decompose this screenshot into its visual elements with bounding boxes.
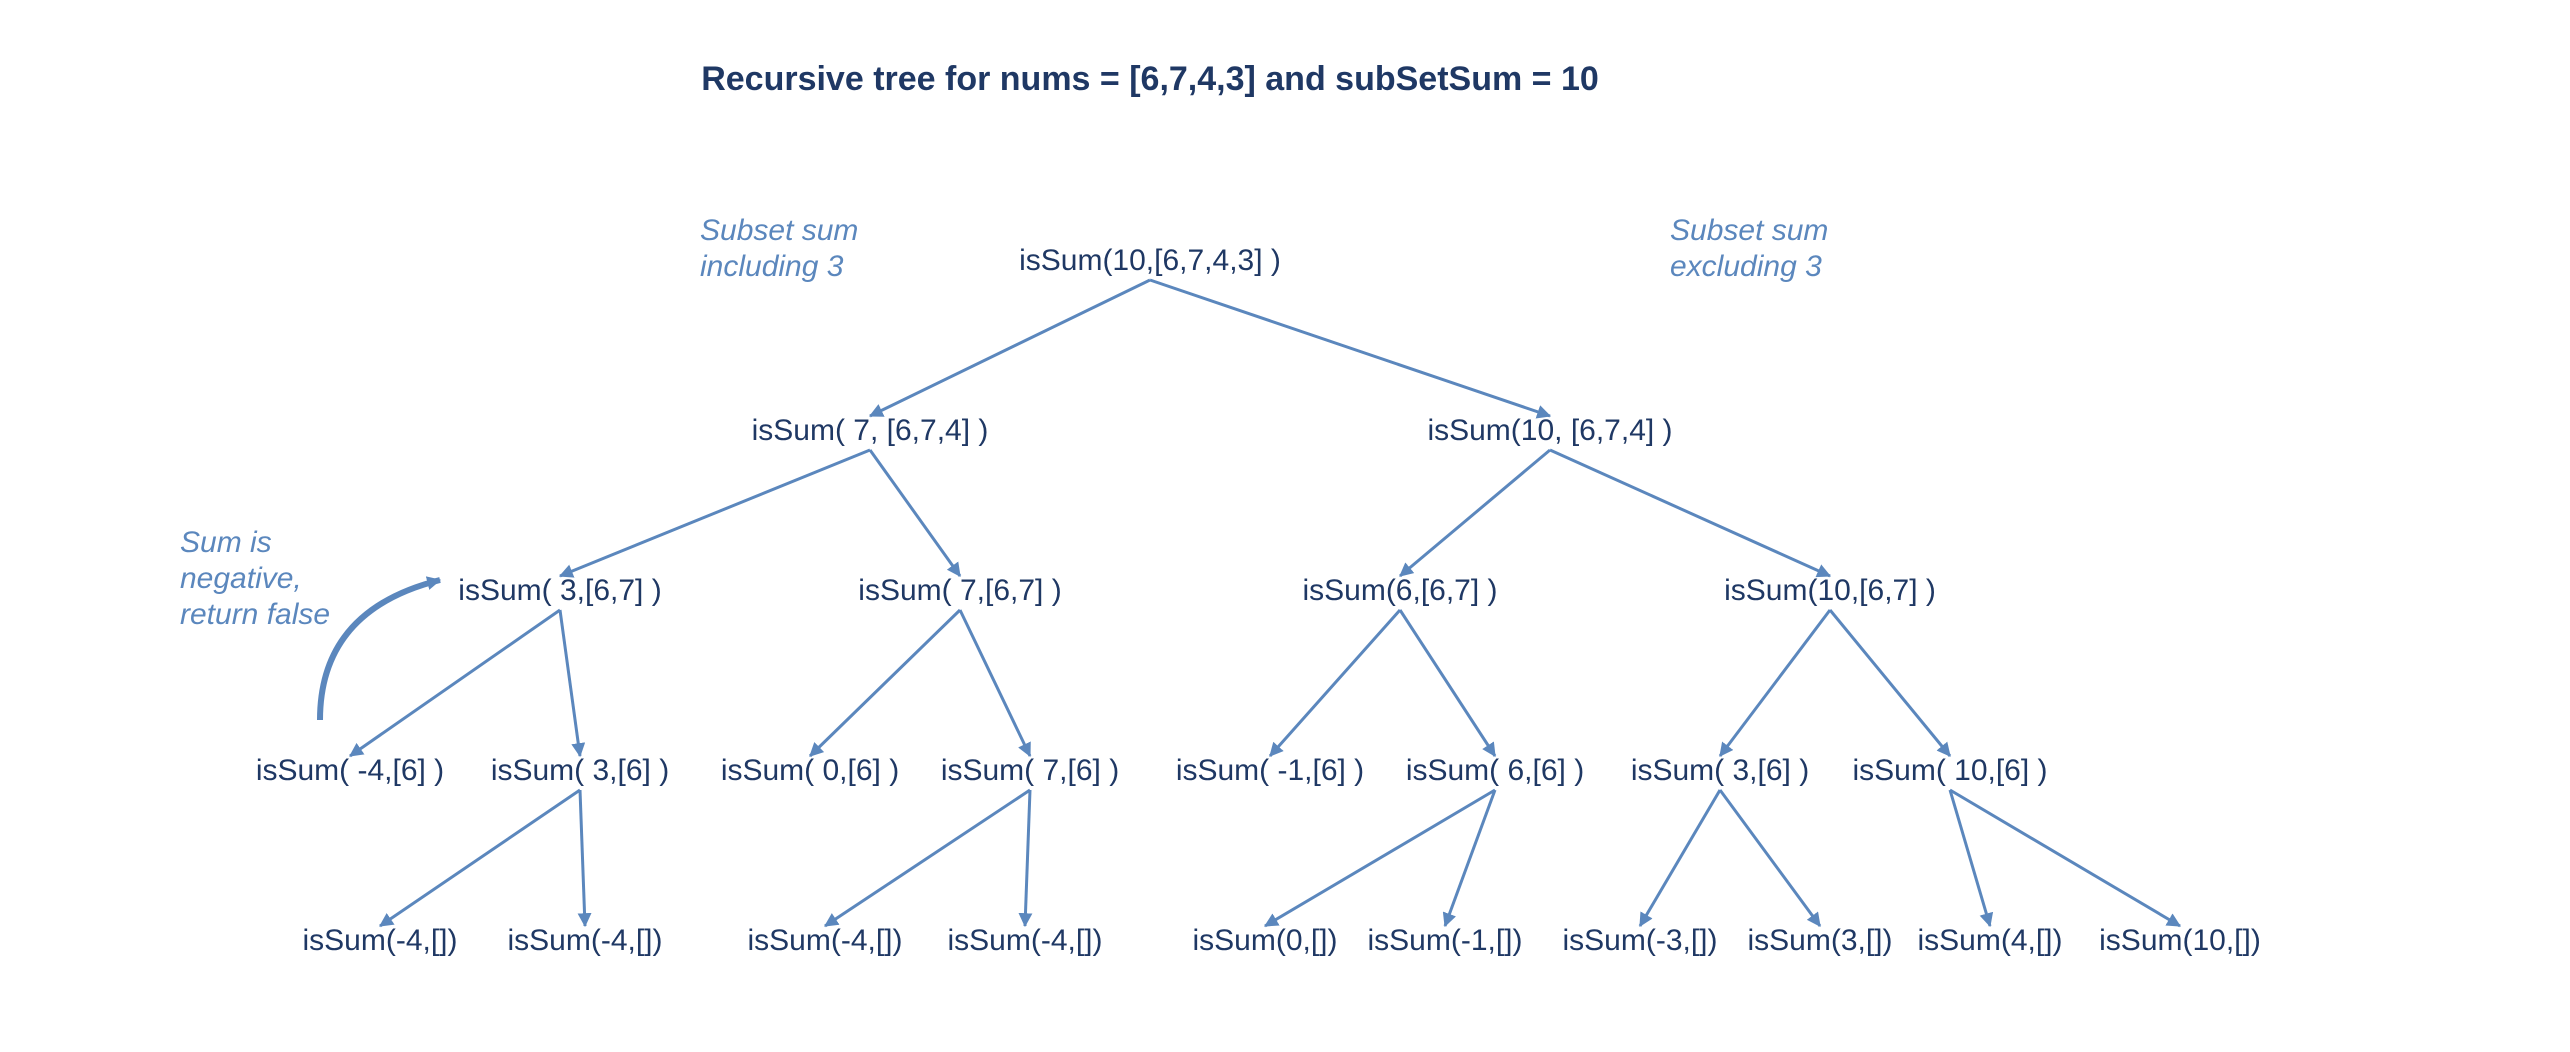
tree-edge [1265, 790, 1495, 926]
tree-node: isSum(-3,[]) [1562, 924, 1717, 957]
tree-node: isSum( 3,[6] ) [1631, 754, 1809, 787]
tree-edge [870, 450, 960, 576]
tree-edge [960, 610, 1030, 756]
tree-node: isSum( 0,[6] ) [721, 754, 899, 787]
tree-node: isSum(-4,[]) [507, 924, 662, 957]
tree-edge [1445, 790, 1495, 926]
tree-edge [1270, 610, 1400, 756]
tree-node: isSum(-4,[]) [302, 924, 457, 957]
tree-edge [810, 610, 960, 756]
tree-node: isSum( 7,[6,7] ) [858, 574, 1061, 607]
tree-edge [560, 610, 580, 756]
tree-node: isSum(10,[6,7,4,3] ) [1019, 244, 1281, 277]
tree-edge [1720, 610, 1830, 756]
tree-node: isSum( 7,[6] ) [941, 754, 1119, 787]
tree-edge [1400, 610, 1495, 756]
tree-node: isSum(-4,[]) [747, 924, 902, 957]
recursion-tree-diagram: Recursive tree for nums = [6,7,4,3] and … [0, 0, 2570, 1052]
tree-edge [380, 790, 580, 926]
tree-edge [1550, 450, 1830, 576]
tree-node: isSum(4,[]) [1917, 924, 2062, 957]
tree-node: isSum(6,[6,7] ) [1302, 574, 1497, 607]
annotation-inc: Subset sumincluding 3 [700, 214, 858, 283]
tree-edge [1830, 610, 1950, 756]
tree-edge [580, 790, 585, 926]
annotation-neg: Sum isnegative,return false [180, 526, 330, 631]
tree-node: isSum( 7, [6,7,4] ) [752, 414, 989, 447]
tree-nodes: isSum(10,[6,7,4,3] ) isSum( 7, [6,7,4] ) i… [256, 244, 2261, 957]
tree-edge [870, 280, 1150, 416]
tree-node: isSum( 6,[6] ) [1406, 754, 1584, 787]
tree-node: isSum(10,[6,7] ) [1724, 574, 1936, 607]
tree-node: isSum(-1,[]) [1367, 924, 1522, 957]
tree-edge [1400, 450, 1550, 576]
tree-node: isSum(10, [6,7,4] ) [1427, 414, 1672, 447]
tree-edge [1640, 790, 1720, 926]
tree-node: isSum(-4,[]) [947, 924, 1102, 957]
tree-node: isSum( 10,[6] ) [1852, 754, 2047, 787]
tree-node: isSum( 3,[6,7] ) [458, 574, 661, 607]
tree-edge [350, 610, 560, 756]
tree-edge [1150, 280, 1550, 416]
tree-node: isSum(3,[]) [1747, 924, 1892, 957]
tree-edge [560, 450, 870, 576]
diagram-title: Recursive tree for nums = [6,7,4,3] and … [701, 60, 1599, 98]
tree-node: isSum( -4,[6] ) [256, 754, 444, 787]
tree-node: isSum(0,[]) [1192, 924, 1337, 957]
tree-edge [1025, 790, 1030, 926]
tree-node: isSum( -1,[6] ) [1176, 754, 1364, 787]
tree-node: isSum(10,[]) [2099, 924, 2261, 957]
annotation-arrow [320, 580, 440, 720]
tree-node: isSum( 3,[6] ) [491, 754, 669, 787]
annotation-exc: Subset sumexcluding 3 [1670, 214, 1828, 283]
tree-edge [825, 790, 1030, 926]
tree-edge [1720, 790, 1820, 926]
